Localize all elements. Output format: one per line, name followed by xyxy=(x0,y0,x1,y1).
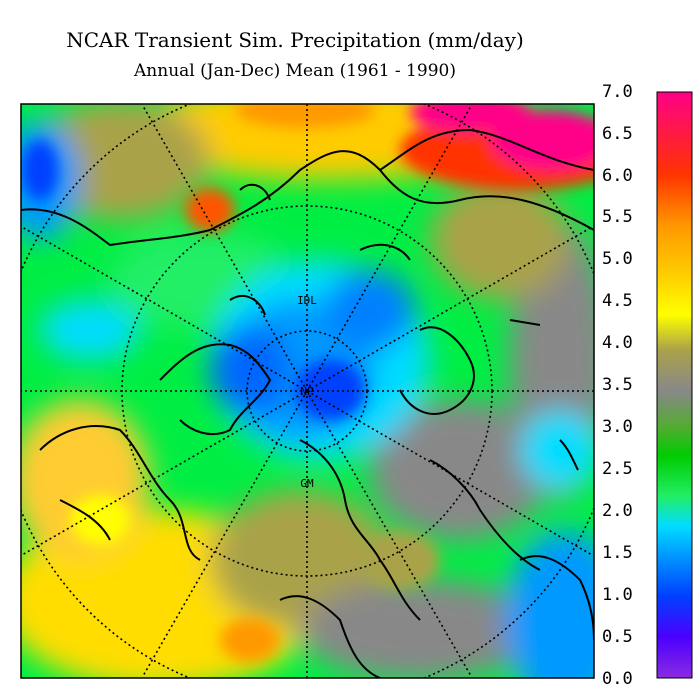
map-field xyxy=(21,104,594,678)
map-subtitle: Annual (Jan-Dec) Mean (1961 - 1990) xyxy=(134,61,456,81)
label-np: NP xyxy=(300,385,314,398)
colorbar-label-6-5: 6.5 xyxy=(602,124,633,144)
colorbar xyxy=(656,91,693,679)
colorbar-label-1-0: 1.0 xyxy=(602,585,633,605)
colorbar-label-2-0: 2.0 xyxy=(602,501,633,521)
map-frame xyxy=(20,103,595,679)
colorbar-label-4-5: 4.5 xyxy=(602,291,633,311)
coastlines xyxy=(21,128,594,678)
colorbar-label-7-0: 7.0 xyxy=(602,82,633,102)
colorbar-label-5-0: 5.0 xyxy=(602,249,633,269)
colorbar-label-5-5: 5.5 xyxy=(602,207,633,227)
colorbar-label-3-5: 3.5 xyxy=(602,375,633,395)
colorbar-label-0-0: 0.0 xyxy=(602,669,633,689)
label-idl: IDL xyxy=(297,294,317,307)
colorbar-label-3-0: 3.0 xyxy=(602,417,633,437)
map-title: NCAR Transient Sim. Precipitation (mm/da… xyxy=(66,28,524,52)
graticule xyxy=(21,104,594,678)
label-gm: GM xyxy=(300,477,314,490)
colorbar-label-2-5: 2.5 xyxy=(602,459,633,479)
colorbar-label-4-0: 4.0 xyxy=(602,333,633,353)
colorbar-label-0-5: 0.5 xyxy=(602,627,633,647)
colorbar-label-1-5: 1.5 xyxy=(602,543,633,563)
colorbar-label-6-0: 6.0 xyxy=(602,166,633,186)
